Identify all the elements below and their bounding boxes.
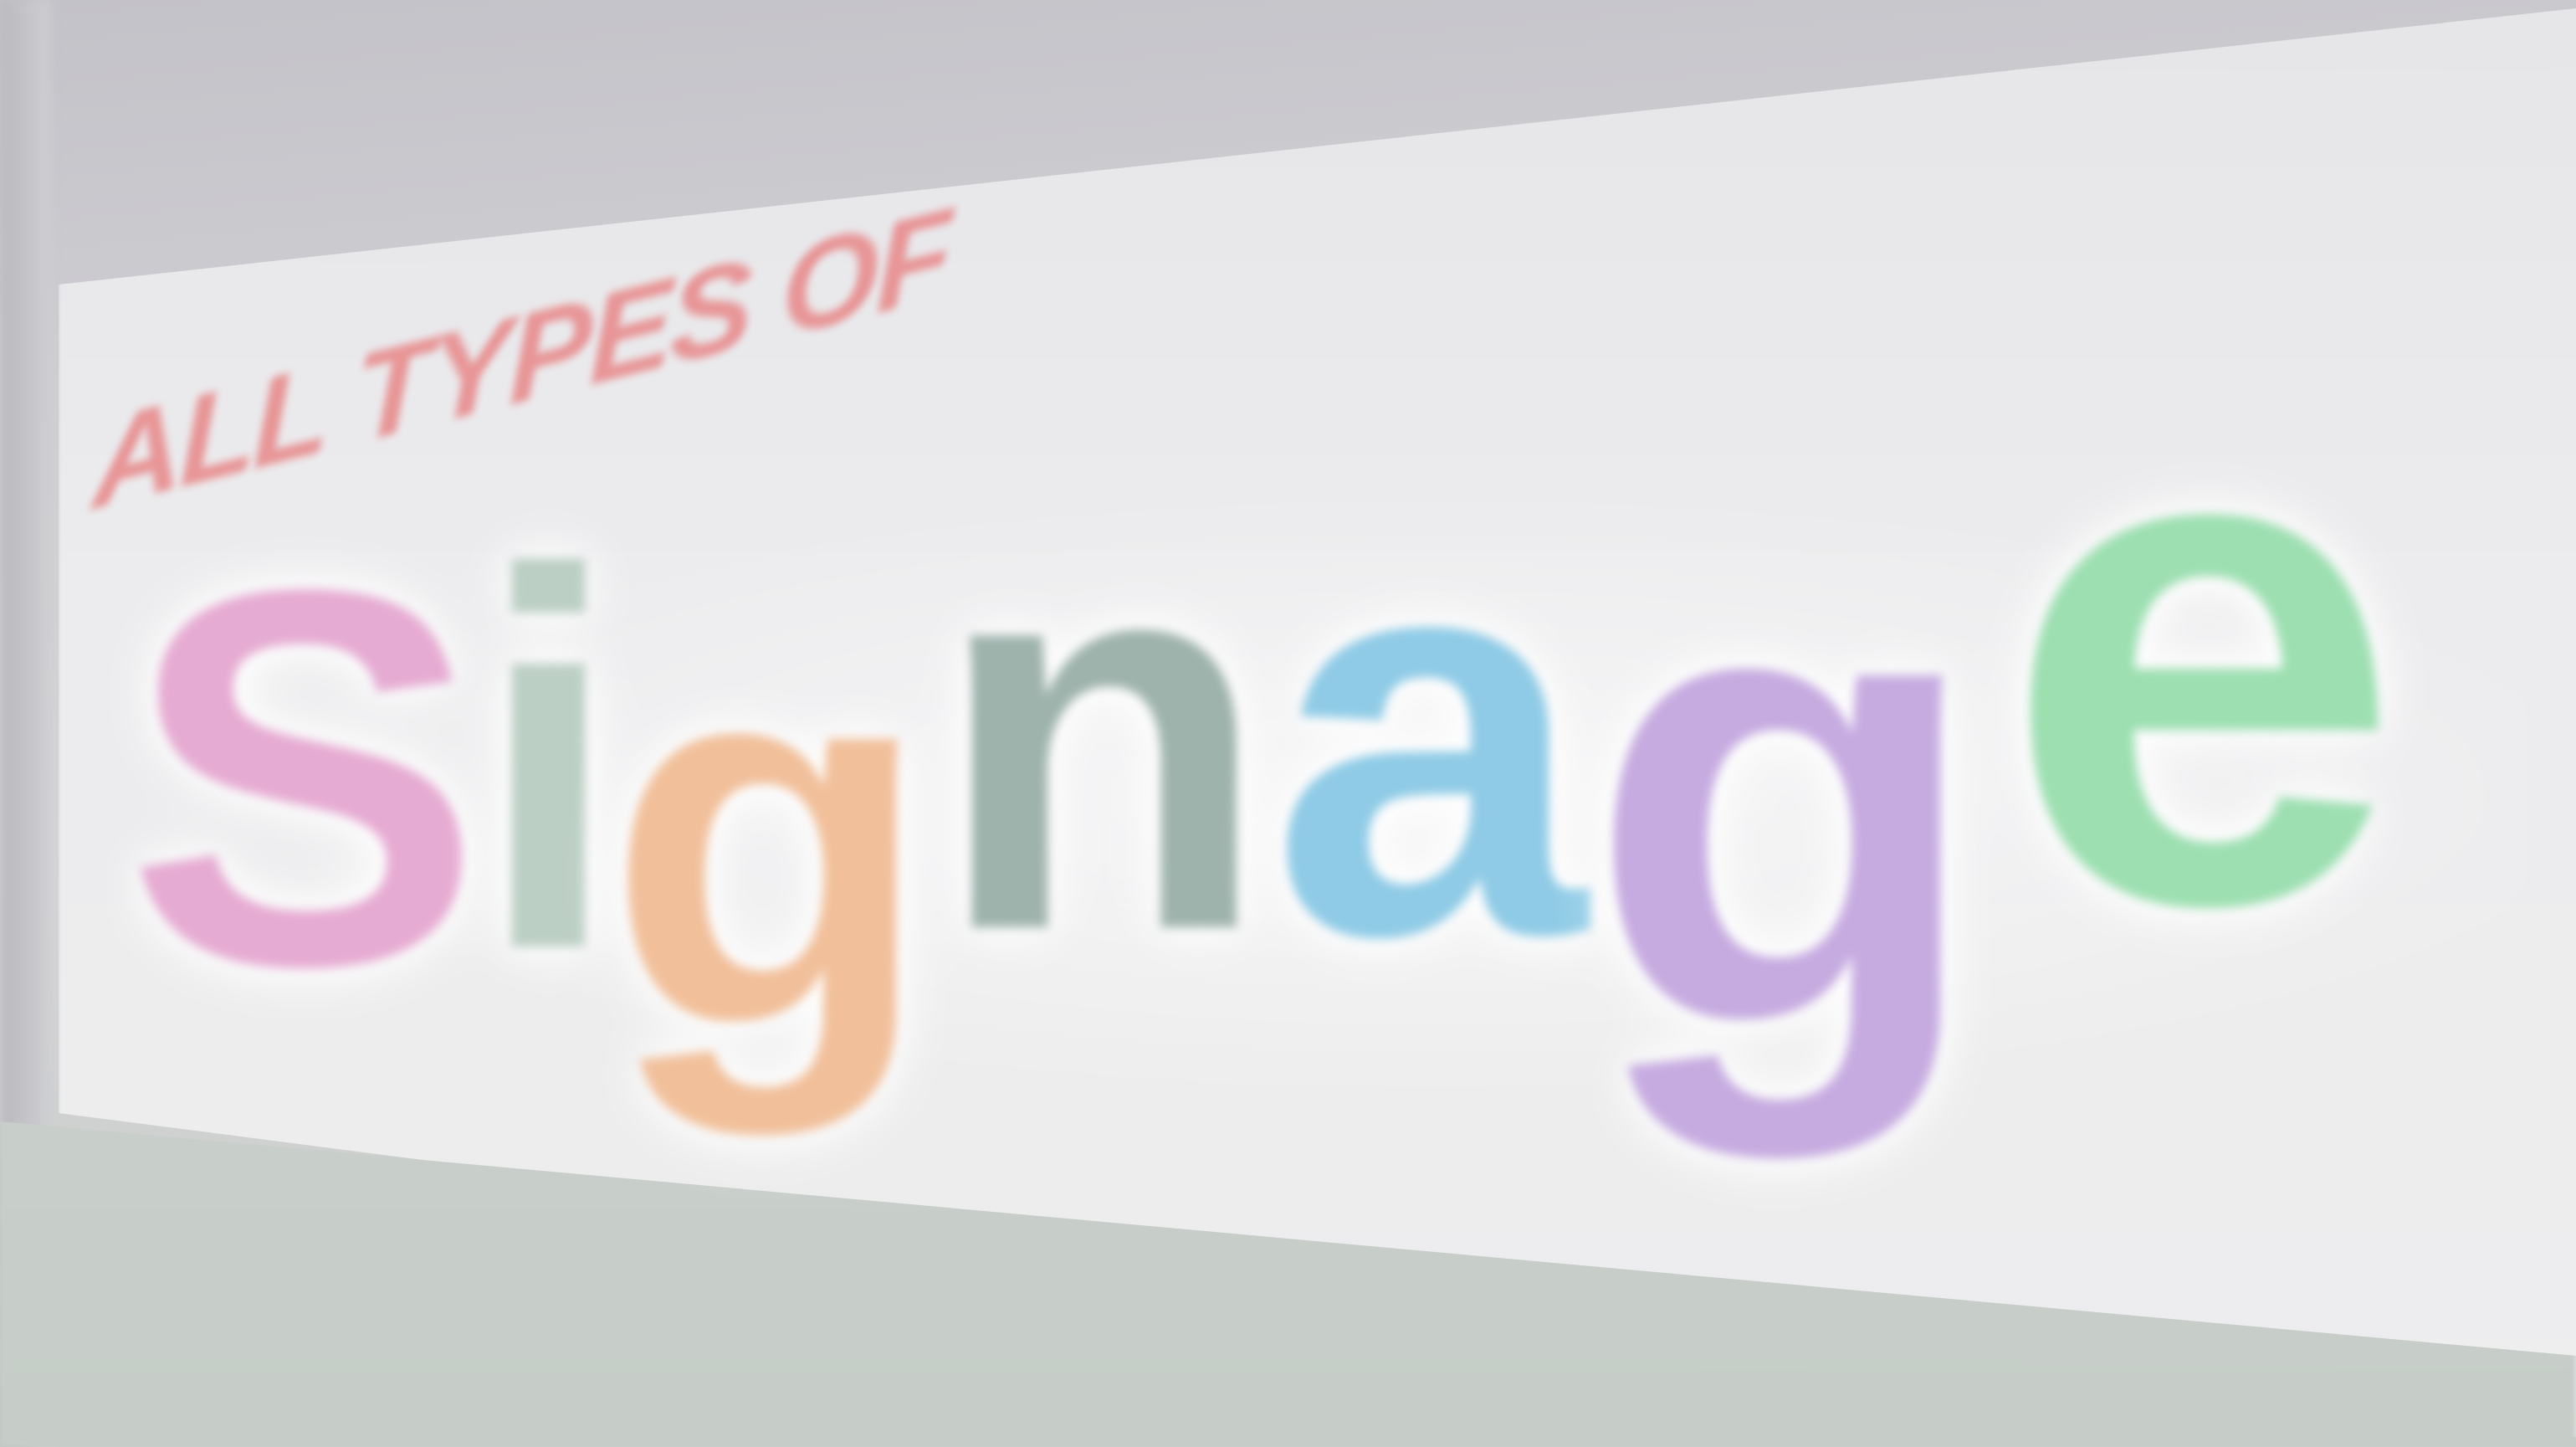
sign-letter-g: g bbox=[606, 537, 934, 1136]
sign-letter-g-second: g bbox=[1586, 430, 1986, 1159]
sign-word: S i g n a g e bbox=[125, 293, 2403, 1272]
sign-letter-n: n bbox=[933, 428, 1271, 1044]
sign-letter-i: i bbox=[474, 462, 623, 1060]
sign-letter-e: e bbox=[2002, 250, 2403, 1054]
sign-letter-s: S bbox=[125, 479, 483, 1077]
sign-letter-a: a bbox=[1270, 418, 1587, 1054]
